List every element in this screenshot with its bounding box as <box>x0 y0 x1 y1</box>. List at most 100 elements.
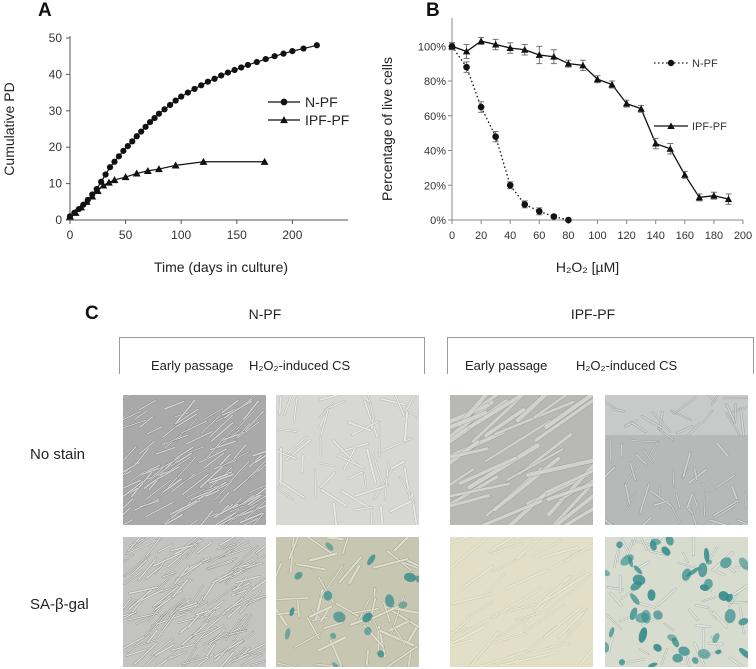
micrograph-ipf-pf-early-no-stain <box>450 395 593 525</box>
chart-b-x-tick-label: 0 <box>449 230 455 242</box>
micrograph-n-pf-cs-no-stain <box>276 395 419 525</box>
panel-b-letter: B <box>426 0 440 21</box>
chart-b-y-axis-label: Percentage of live cells <box>379 57 395 201</box>
micrograph-ipf-pf-early-sa-beta-gal <box>450 537 593 667</box>
chart-a-point-n-pf <box>161 106 168 113</box>
chart-a-point-ipf-pf <box>171 161 180 169</box>
chart-b-point-n-pf <box>550 213 558 220</box>
group-bracket-n-pf <box>119 337 425 374</box>
chart-b-legend-label-ipf-pf: IPF-PF <box>692 121 727 133</box>
chart-a-y-tick-label: 40 <box>49 67 63 81</box>
chart-b-point-n-pf <box>477 103 485 111</box>
chart-b-x-tick-label: 40 <box>504 230 516 242</box>
chart-a-y-tick-label: 30 <box>49 104 63 118</box>
chart-b-point-ipf-pf <box>681 171 689 178</box>
chart-b-x-tick-label: 180 <box>705 230 723 242</box>
chart-a-point-n-pf <box>224 69 232 76</box>
column-label-early-passage-ipf-pf: Early passage <box>465 358 548 373</box>
chart-b-x-tick-label: 160 <box>676 230 694 242</box>
chart-a-y-tick-label: 0 <box>55 213 62 227</box>
chart-a-x-tick-label: 50 <box>119 228 133 242</box>
chart-b-point-ipf-pf <box>491 40 500 48</box>
chart-a-point-n-pf <box>151 114 158 122</box>
chart-a-legend-label-n-pf: N-PF <box>305 94 338 110</box>
chart-a-point-n-pf <box>106 164 114 171</box>
chart-a-point-n-pf <box>178 93 185 100</box>
chart-b-point-n-pf <box>565 216 572 224</box>
chart-a-legend-marker-ipf-pf <box>280 116 288 124</box>
column-label-early-passage-n-pf: Early passage <box>151 358 234 373</box>
chart-a-point-n-pf <box>142 123 149 130</box>
chart-a-point-n-pf <box>198 82 205 89</box>
chart-b-point-ipf-pf <box>521 46 529 53</box>
chart-a-point-n-pf <box>120 147 127 154</box>
chart-a-point-ipf-pf <box>121 173 130 181</box>
row-label-no-stain: No stain <box>30 446 86 463</box>
chart-a-point-n-pf <box>172 97 179 104</box>
chart-b-x-tick-label: 60 <box>533 230 545 242</box>
chart-a-point-n-pf <box>138 128 145 135</box>
chart-b-point-ipf-pf <box>506 44 514 51</box>
panel-a-letter: A <box>38 0 52 21</box>
chart-b-point-ipf-pf <box>535 51 543 58</box>
chart-a-point-ipf-pf <box>132 169 141 177</box>
chart-a-point-n-pf <box>289 48 296 55</box>
chart-a-point-n-pf <box>115 153 123 160</box>
chart-a-point-n-pf <box>271 53 278 60</box>
chart-a-point-n-pf <box>155 110 163 117</box>
chart-a-point-n-pf <box>102 171 109 178</box>
chart-b-point-ipf-pf <box>724 195 733 203</box>
chart-a-point-ipf-pf <box>143 166 152 174</box>
chart-b-point-ipf-pf <box>579 61 587 69</box>
group-bracket-ipf-pf <box>447 337 754 374</box>
chart-b-point-ipf-pf <box>462 47 471 55</box>
chart-a-point-n-pf <box>280 50 287 57</box>
chart-a-point-n-pf <box>244 61 252 69</box>
chart-b-point-ipf-pf <box>695 193 704 201</box>
chart-a-point-n-pf <box>218 72 225 79</box>
chart-b-x-tick-label: 140 <box>647 230 665 242</box>
row-label-sa-beta-gal: SA-β-gal <box>30 596 89 613</box>
chart-b-point-ipf-pf <box>593 75 602 83</box>
chart-b-point-ipf-pf <box>448 42 456 50</box>
chart-a-point-n-pf <box>238 64 245 71</box>
chart-b-y-tick-label: 0% <box>430 215 446 227</box>
chart-b-point-ipf-pf <box>564 59 573 67</box>
chart-a-point-n-pf <box>111 158 118 165</box>
chart-b-y-tick-label: 20% <box>424 180 446 192</box>
chart-a-point-ipf-pf <box>110 176 119 184</box>
chart-b-point-ipf-pf <box>637 105 645 112</box>
chart-a-point-ipf-pf <box>71 208 80 216</box>
chart-a-point-n-pf <box>204 78 211 85</box>
chart-b-y-tick-label: 80% <box>424 76 446 88</box>
chart-b-point-n-pf <box>506 181 514 189</box>
micrograph-ipf-pf-cs-sa-beta-gal <box>605 537 748 667</box>
chart-a-point-n-pf <box>166 101 174 109</box>
chart-b-point-ipf-pf <box>622 99 631 107</box>
chart-a-series-line-ipf-pf <box>69 161 265 217</box>
chart-a-point-ipf-pf <box>199 157 208 165</box>
chart-a-point-n-pf <box>191 85 198 93</box>
chart-a-point-n-pf <box>184 89 191 96</box>
chart-a-x-tick-label: 0 <box>67 228 74 242</box>
chart-a-point-n-pf <box>300 45 307 52</box>
chart-b-y-tick-label: 40% <box>424 146 446 158</box>
panel-c-letter: C <box>85 303 99 324</box>
chart-a-cumulative-pd: 0 10 20 30 40 50 0 50 100 150 200 Cumulative PD Time… <box>1 31 349 275</box>
micrograph-n-pf-early-no-stain <box>123 395 266 525</box>
chart-b-legend-marker-ipf-pf <box>667 122 675 129</box>
chart-b-point-ipf-pf <box>550 53 558 60</box>
chart-a-point-n-pf <box>133 133 140 140</box>
chart-b-x-tick-label: 80 <box>562 230 574 242</box>
chart-a-point-n-pf <box>124 143 131 150</box>
micrograph-n-pf-cs-sa-beta-gal <box>276 537 419 667</box>
chart-a-point-ipf-pf <box>260 157 269 165</box>
chart-a-x-axis-label: Time (days in culture) <box>154 259 288 275</box>
chart-a-point-n-pf <box>313 42 320 49</box>
chart-a-x-tick-label: 100 <box>171 228 191 242</box>
chart-b-point-ipf-pf <box>666 145 674 152</box>
column-label-h2o2-cs-ipf-pf: H₂O₂-induced CS <box>576 358 678 373</box>
chart-b-point-n-pf <box>492 133 499 140</box>
chart-a-x-tick-label: 200 <box>282 228 302 242</box>
chart-b-point-n-pf <box>536 208 543 215</box>
